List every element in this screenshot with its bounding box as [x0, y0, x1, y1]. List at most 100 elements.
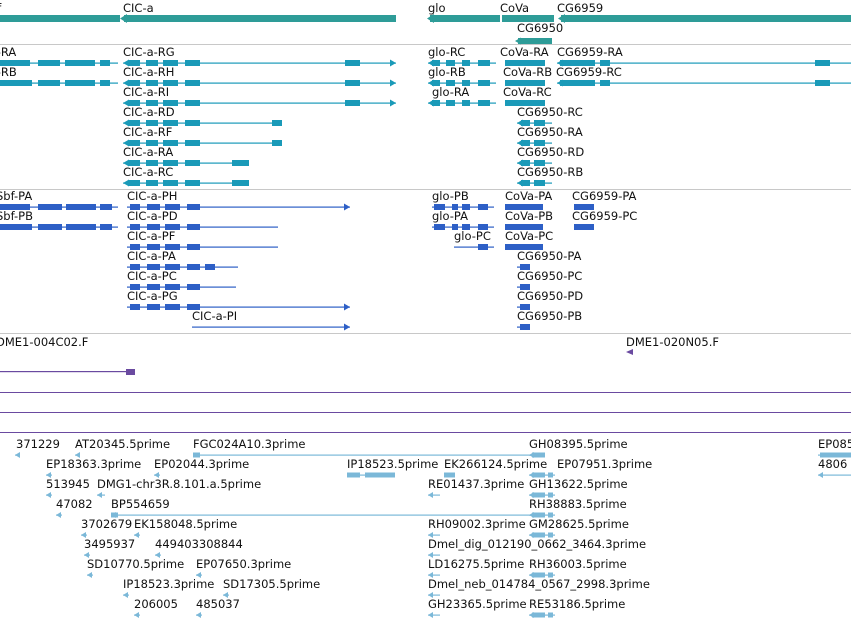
protein-sbf-pb-exon[interactable] — [38, 224, 62, 230]
mrna-cg6950-3-exon[interactable] — [521, 180, 530, 186]
est-label[interactable]: EK266124.5prime — [444, 457, 548, 471]
protein-label[interactable]: CIC-a-PA — [127, 249, 176, 263]
mrna-glo-rc-exon[interactable] — [432, 60, 440, 66]
protein-clc-a-ph-arrow-right[interactable] — [344, 203, 350, 211]
mrna-cg6959-ra-intron[interactable] — [557, 62, 851, 64]
est-label[interactable]: EP02044.3prime — [154, 457, 250, 471]
gene-arrow-clc-a[interactable] — [120, 14, 127, 23]
protein-clc-a-pg-exon[interactable] — [165, 304, 180, 310]
protein-clc-a-pf-exon[interactable] — [147, 244, 160, 250]
mrna-glo-ra-exon[interactable] — [462, 100, 470, 106]
mrna-clc-a-ra-arrow[interactable] — [123, 159, 129, 167]
est-485037-arrow[interactable] — [196, 612, 201, 618]
est-label[interactable]: IP18523.5prime — [347, 457, 439, 471]
protein-clc-a-ph-exon[interactable] — [130, 204, 140, 210]
mrna-clc-a-rf-exon[interactable] — [272, 140, 282, 146]
protein-clc-a-pg-exon[interactable] — [130, 304, 140, 310]
est-gh08395-arrow[interactable] — [529, 452, 534, 458]
gene-bar-cg6959[interactable] — [561, 15, 851, 22]
mrna-bf-rb-exon[interactable] — [38, 80, 60, 86]
protein-clc-a-ph-intron[interactable] — [127, 206, 350, 208]
protein-cg6950-0-exon[interactable] — [520, 264, 530, 270]
mrna-glo-rc-exon[interactable] — [478, 60, 490, 66]
mrna-label[interactable]: bf-RA — [0, 45, 17, 59]
protein-label[interactable]: glo-PB — [432, 189, 469, 203]
protein-cova-pc-exon[interactable] — [505, 244, 543, 250]
est-label[interactable]: EP07951.3prime — [557, 457, 653, 471]
est-label[interactable]: SD17305.5prime — [223, 577, 321, 591]
protein-label[interactable]: CIC-a-PI — [192, 309, 238, 323]
gene-bar-cg6950[interactable] — [518, 38, 552, 44]
protein-glo-pa-exon[interactable] — [462, 224, 470, 230]
est-gh13622-block[interactable] — [548, 492, 553, 498]
mrna-clc-a-rf-exon[interactable] — [128, 140, 140, 146]
mrna-clc-a-rg-exon[interactable] — [128, 60, 140, 66]
protein-glo-pb-exon[interactable] — [462, 204, 470, 210]
mrna-clc-a-ra-exon[interactable] — [163, 160, 178, 166]
est-label[interactable]: 449403308844 — [155, 537, 243, 551]
protein-clc-a-pf-exon[interactable] — [187, 244, 200, 250]
mrna-clc-a-rd-exon[interactable] — [272, 120, 282, 126]
mrna-clc-a-ra-exon[interactable] — [232, 160, 249, 166]
est-label[interactable]: RE53186.5prime — [529, 597, 626, 611]
mrna-clc-a-rg-exon[interactable] — [345, 60, 360, 66]
mrna-clc-a-rc-exon[interactable] — [163, 180, 178, 186]
mrna-label[interactable]: CIC-a-RA — [123, 145, 174, 159]
protein-cova-pb-exon[interactable] — [505, 224, 543, 230]
est-ep07951-block[interactable] — [532, 472, 545, 478]
est-label[interactable]: 485037 — [196, 597, 240, 611]
est-371229-arrow[interactable] — [15, 452, 20, 458]
gene-bar-glo[interactable] — [430, 15, 500, 22]
est-label[interactable]: GH23365.5prime — [428, 597, 527, 611]
mrna-cg6959-rc-exon[interactable] — [815, 80, 830, 86]
mrna-clc-a-rg-arrow-right[interactable] — [390, 59, 396, 67]
est-label[interactable]: RE01437.3prime — [428, 477, 525, 491]
protein-sbf-pb-exon[interactable] — [66, 224, 96, 230]
est-ep085-block[interactable] — [820, 452, 851, 458]
protein-glo-pb-exon[interactable] — [452, 204, 458, 210]
protein-label[interactable]: Sbf-PA — [0, 189, 33, 203]
protein-clc-a-pg-exon[interactable] — [187, 304, 200, 310]
protein-clc-a-pf-intron[interactable] — [127, 246, 278, 248]
est-label[interactable]: AT20345.5prime — [75, 437, 171, 451]
mrna-label[interactable]: CIC-a-RG — [123, 45, 175, 59]
mrna-glo-ra-exon[interactable] — [478, 100, 490, 106]
est-label[interactable]: GH08395.5prime — [529, 437, 628, 451]
mrna-cg6959-ra-arrow[interactable] — [557, 59, 563, 67]
mrna-clc-a-rf-exon[interactable] — [163, 140, 178, 146]
protein-clc-a-pg-arrow-right[interactable] — [344, 303, 350, 311]
est-re53186-block[interactable] — [548, 612, 553, 618]
mrna-clc-a-rc-exon[interactable] — [232, 180, 249, 186]
protein-clc-a-pc-exon[interactable] — [165, 284, 180, 290]
mrna-label[interactable]: CIC-a-RI — [123, 85, 170, 99]
est-gm28625-block[interactable] — [532, 532, 545, 538]
protein-clc-a-ph-exon[interactable] — [165, 204, 180, 210]
est-label[interactable]: EP085 — [818, 437, 851, 451]
est-label[interactable]: IP18523.3prime — [123, 577, 215, 591]
est-ip18523-5-block[interactable] — [347, 472, 360, 478]
mrna-label[interactable]: bf-RB — [0, 65, 17, 79]
protein-clc-a-pc-intron[interactable] — [127, 286, 236, 288]
mrna-clc-a-rh-arrow-right[interactable] — [390, 79, 396, 87]
gene-bar-cova[interactable] — [502, 15, 554, 22]
mrna-clc-a-rh-intron[interactable] — [123, 82, 396, 84]
protein-cg6950-3-exon[interactable] — [520, 324, 530, 330]
mrna-clc-a-rg-arrow[interactable] — [123, 59, 129, 67]
est-gh23365-arrow[interactable] — [428, 612, 433, 618]
est-label[interactable]: 206005 — [134, 597, 178, 611]
protein-clc-a-pd-exon[interactable] — [147, 224, 160, 230]
mrna-label[interactable]: CIC-a-RF — [123, 125, 173, 139]
est-label[interactable]: 371229 — [16, 437, 60, 451]
mrna-clc-a-ri-arrow[interactable] — [123, 99, 129, 107]
mrna-glo-rc-arrow[interactable] — [428, 59, 434, 67]
est-bp554659-line[interactable] — [111, 514, 545, 516]
mrna-clc-a-rd-exon[interactable] — [163, 120, 178, 126]
est-dmel-neb-line[interactable] — [428, 594, 440, 596]
mrna-bf-ra-exon[interactable] — [100, 60, 110, 66]
mrna-glo-rb-exon[interactable] — [432, 80, 440, 86]
mrna-glo-rb-exon[interactable] — [462, 80, 470, 86]
mrna-label[interactable]: CIC-a-RD — [123, 105, 175, 119]
mrna-clc-a-rh-exon[interactable] — [345, 80, 360, 86]
est-206005-arrow[interactable] — [134, 612, 139, 618]
protein-label[interactable]: CIC-a-PC — [127, 269, 177, 283]
